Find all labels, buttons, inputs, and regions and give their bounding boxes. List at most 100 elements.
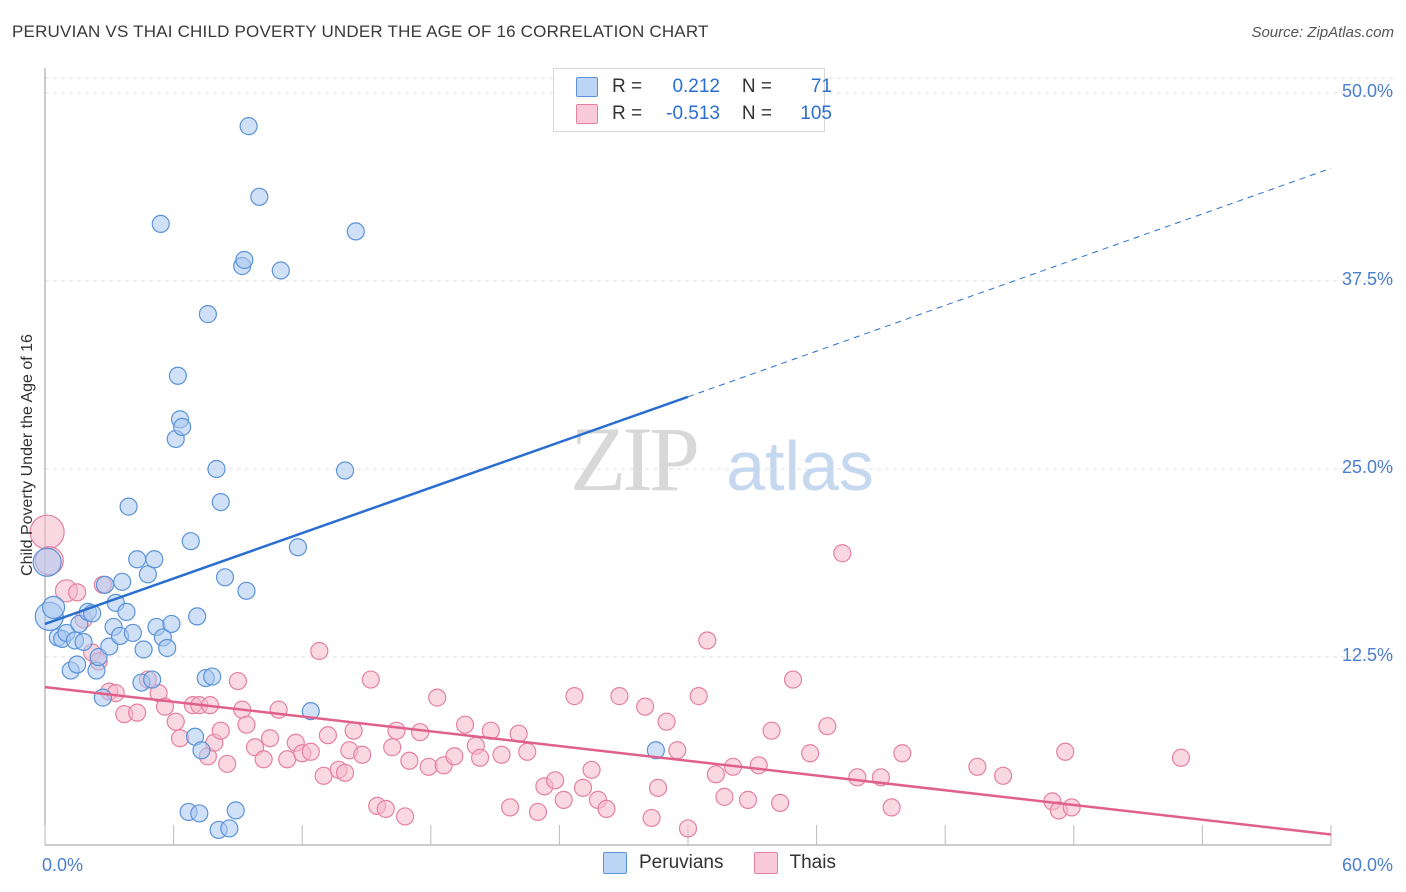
thais-point [762, 721, 781, 740]
peruvians-point [138, 565, 157, 584]
thais-point [1171, 748, 1191, 767]
thais-point [689, 687, 708, 706]
thais-point [698, 631, 717, 650]
legend-n-value: 105 [800, 103, 832, 124]
thais-point [400, 751, 419, 770]
y-tick-label: 50.0% [1342, 81, 1393, 101]
peruvians-point [168, 366, 187, 385]
legend-n-label: N = [741, 76, 772, 97]
thais-point [254, 750, 273, 769]
peruvians-point [95, 575, 115, 594]
legend-swatch-pink [753, 852, 778, 874]
peruvians-point [226, 801, 245, 820]
peruvians-points [32, 117, 665, 840]
thais-point [310, 641, 329, 661]
watermark-zip: ZIP [570, 408, 697, 510]
thais-point [387, 721, 406, 740]
peruvians-point [301, 702, 320, 721]
thais-point [1062, 798, 1081, 817]
y-tick-label: 37.5% [1342, 269, 1393, 289]
thais-trend-line [44, 685, 1332, 836]
peruvians-point [181, 532, 200, 551]
thais-point [218, 754, 237, 773]
peruvians-point [203, 667, 222, 686]
peruvians-point [220, 819, 239, 838]
peruvians-trend-line [44, 395, 689, 626]
thais-point [228, 671, 247, 691]
thais-point [395, 807, 415, 826]
peruvians-point [215, 568, 235, 587]
trend-lines [44, 167, 1332, 836]
legend-n-label: N = [741, 103, 772, 124]
thais-point [783, 670, 803, 689]
thais-point [501, 798, 520, 817]
thais-point [445, 747, 464, 766]
peruvians-point [74, 632, 93, 652]
thais-point [128, 703, 147, 722]
thais-point [771, 793, 790, 812]
legend-r-value: 0.212 [672, 76, 720, 97]
x-tick-label: 0.0% [42, 855, 83, 875]
chart-title: PERUVIAN VS THAI CHILD POVERTY UNDER THE… [12, 22, 709, 41]
thais-point [260, 729, 280, 748]
peruvians-point [211, 493, 230, 512]
thais-point [361, 670, 380, 689]
watermark-atlas: atlas [726, 427, 874, 505]
legend-swatch-blue [576, 77, 598, 97]
peruvians-point [123, 623, 142, 643]
legend-label-thais: Thais [789, 852, 836, 873]
peruvians-point [143, 670, 162, 689]
peruvians-point [646, 741, 665, 760]
peruvians-point [192, 741, 211, 760]
peruvians-point [288, 538, 308, 557]
legend-r-label: R = [612, 76, 643, 97]
peruvians-trend-extension [687, 167, 1332, 398]
peruvians-point [237, 581, 256, 600]
legend-label-peruvians: Peruvians [639, 852, 724, 873]
thais-point [818, 717, 837, 736]
thais-point [1056, 742, 1075, 761]
thais-point [715, 787, 734, 806]
thais-point [565, 687, 584, 706]
thais-point [518, 742, 537, 761]
peruvians-point [151, 214, 170, 233]
thais-point [738, 790, 758, 809]
thais-point [882, 798, 901, 817]
thais-point [353, 745, 372, 764]
peruvians-point [113, 572, 132, 591]
legend-item-thais: Thais [753, 852, 836, 874]
legend-row-thais: R = -0.513 N = 105 [576, 102, 832, 126]
thais-point [419, 757, 438, 776]
legend-r-label: R = [612, 103, 643, 124]
thais-point [376, 799, 395, 819]
thais-point [636, 697, 655, 716]
legend-row-peruvians: R = 0.212 N = 71 [576, 75, 832, 99]
legend-swatch-blue [603, 852, 627, 874]
thais-point [610, 687, 629, 706]
thais-point [470, 748, 490, 767]
thais-point [657, 712, 676, 731]
tick-labels: 12.5% 25.0% 37.5% 50.0% 0.0% 60.0% [42, 81, 1393, 875]
thais-point [582, 760, 601, 779]
thais-point [893, 744, 912, 763]
peruvians-point [32, 547, 62, 577]
thais-point [848, 768, 867, 787]
thais-point [968, 757, 987, 776]
peruvians-point [119, 497, 138, 516]
thais-point [749, 756, 768, 775]
peruvians-point [128, 550, 147, 569]
peruvians-point [271, 261, 290, 280]
peruvians-point [190, 804, 209, 823]
legend-item-peruvians: Peruvians [603, 852, 724, 874]
peruvians-point [239, 117, 258, 136]
y-tick-label: 12.5% [1342, 645, 1393, 665]
thais-point [344, 721, 363, 740]
thais-point [383, 738, 402, 757]
thais-point [166, 712, 185, 731]
thais-point [410, 723, 430, 742]
thais-point [68, 583, 87, 602]
thais-point [648, 778, 668, 797]
thais-point [993, 766, 1013, 785]
peruvians-point [68, 655, 87, 674]
thais-point [706, 765, 725, 784]
